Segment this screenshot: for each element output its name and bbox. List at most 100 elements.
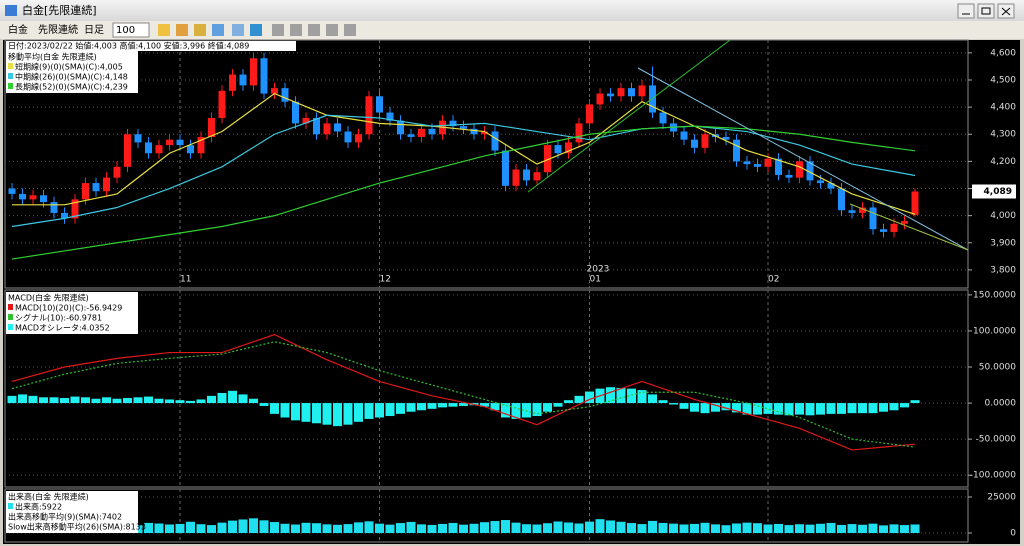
candle-body bbox=[313, 117, 320, 135]
candle-body bbox=[901, 221, 908, 224]
oscillator-bar bbox=[763, 403, 773, 414]
candle-body bbox=[239, 74, 247, 86]
tool-icon[interactable] bbox=[176, 24, 188, 36]
panel-header: MACD(白金 先限連続) bbox=[8, 293, 89, 303]
volume-bar bbox=[501, 520, 510, 533]
oscillator-bar bbox=[501, 403, 510, 418]
app-icon bbox=[5, 5, 17, 16]
candle-body bbox=[859, 207, 866, 213]
volume-bar bbox=[375, 523, 384, 533]
tool-icon[interactable] bbox=[232, 24, 244, 36]
y-tick-label: 4,300 bbox=[990, 130, 1016, 140]
oscillator-bar bbox=[238, 394, 248, 404]
oscillator-bar bbox=[364, 403, 374, 419]
candle-body bbox=[659, 112, 667, 124]
candle-body bbox=[838, 188, 845, 211]
volume-bar bbox=[553, 521, 563, 533]
candle-body bbox=[82, 183, 89, 200]
oscillator-bar bbox=[700, 403, 710, 414]
tool-icon[interactable] bbox=[326, 24, 338, 36]
oscillator-bar bbox=[910, 400, 920, 404]
volume-bar bbox=[690, 523, 699, 533]
candle-body bbox=[890, 223, 898, 232]
legend-swatch bbox=[8, 83, 13, 89]
tool-icon[interactable] bbox=[158, 24, 170, 36]
tool-icon[interactable] bbox=[194, 24, 206, 36]
indicator-line bbox=[11, 333, 916, 451]
candle-body bbox=[323, 123, 331, 135]
volume-bar bbox=[585, 521, 594, 533]
last-price-label: 4,089 bbox=[984, 187, 1012, 197]
candle-body bbox=[8, 188, 16, 194]
volume-bar bbox=[858, 524, 867, 533]
oscillator-bar bbox=[39, 397, 48, 404]
oscillator-bar bbox=[91, 398, 101, 404]
volume-bar bbox=[795, 524, 804, 533]
candle-body bbox=[607, 93, 614, 97]
volume-bar bbox=[196, 524, 206, 533]
legend-swatch bbox=[8, 304, 13, 310]
candle-body bbox=[376, 96, 383, 113]
legend-swatch bbox=[8, 63, 13, 69]
volume-bar bbox=[532, 524, 542, 533]
candle-body bbox=[817, 180, 824, 184]
volume-bar bbox=[742, 522, 752, 533]
volume-bar bbox=[406, 521, 416, 533]
tool-icon[interactable] bbox=[308, 24, 320, 36]
tool-icon[interactable] bbox=[272, 24, 284, 36]
volume-bar bbox=[679, 524, 689, 533]
candle-body bbox=[29, 195, 37, 200]
window-buttons bbox=[957, 3, 1015, 19]
oscillator-bar bbox=[249, 398, 258, 404]
x-tick-label: 02 bbox=[768, 275, 779, 285]
close-glyph bbox=[1001, 7, 1011, 16]
oscillator-bar bbox=[417, 403, 426, 411]
volume-bar bbox=[753, 523, 762, 533]
volume-bar bbox=[459, 524, 468, 533]
tool-icon[interactable] bbox=[250, 24, 262, 36]
volume-bar bbox=[364, 521, 374, 533]
y-tick-label: -50.0000 bbox=[976, 435, 1017, 445]
volume-bar bbox=[879, 525, 888, 533]
volume-bar bbox=[837, 524, 846, 533]
candle-body bbox=[71, 199, 79, 219]
volume-bar bbox=[333, 524, 342, 533]
oscillator-bar bbox=[889, 403, 899, 411]
oscillator-bar bbox=[154, 398, 164, 404]
oscillator-bar bbox=[574, 395, 584, 404]
count-input[interactable] bbox=[112, 22, 150, 38]
volume-bar bbox=[154, 523, 164, 533]
oscillator-bar bbox=[774, 403, 783, 415]
candle-body bbox=[806, 161, 814, 181]
period-menu[interactable]: 日足 bbox=[84, 24, 104, 36]
legend-swatch bbox=[8, 73, 13, 79]
tool-icon[interactable] bbox=[290, 24, 302, 36]
volume-bar bbox=[417, 524, 426, 533]
candle-body bbox=[785, 174, 793, 178]
oscillator-bar bbox=[70, 396, 80, 404]
volume-bar bbox=[868, 523, 878, 533]
maximize-button[interactable] bbox=[977, 3, 995, 19]
contract-menu[interactable]: 先限連続 bbox=[38, 23, 78, 36]
candle-body bbox=[523, 169, 530, 181]
candle-body bbox=[827, 183, 835, 189]
panel-border bbox=[4, 289, 969, 488]
oscillator-bar bbox=[837, 403, 846, 414]
volume-bar bbox=[522, 524, 531, 533]
oscillator-bar bbox=[606, 387, 615, 404]
oscillator-bar bbox=[679, 403, 689, 409]
minimize-button[interactable] bbox=[957, 3, 975, 19]
oscillator-bar bbox=[60, 398, 69, 404]
volume-bar bbox=[490, 521, 500, 533]
legend-entry: シグナル(10):-60.9781 bbox=[15, 313, 102, 323]
volume-bar bbox=[658, 522, 668, 533]
symbol-menu[interactable]: 白金 bbox=[8, 23, 28, 36]
candle-body bbox=[764, 158, 772, 167]
candle-body bbox=[50, 202, 58, 213]
candle-body bbox=[145, 142, 152, 154]
tool-icon[interactable] bbox=[212, 24, 224, 36]
legend-entry: MACD(10)(20)(C):-56.9429 bbox=[15, 304, 122, 313]
trend-lines bbox=[527, 39, 969, 251]
candle-body bbox=[155, 145, 163, 154]
tool-icon[interactable] bbox=[344, 24, 356, 36]
